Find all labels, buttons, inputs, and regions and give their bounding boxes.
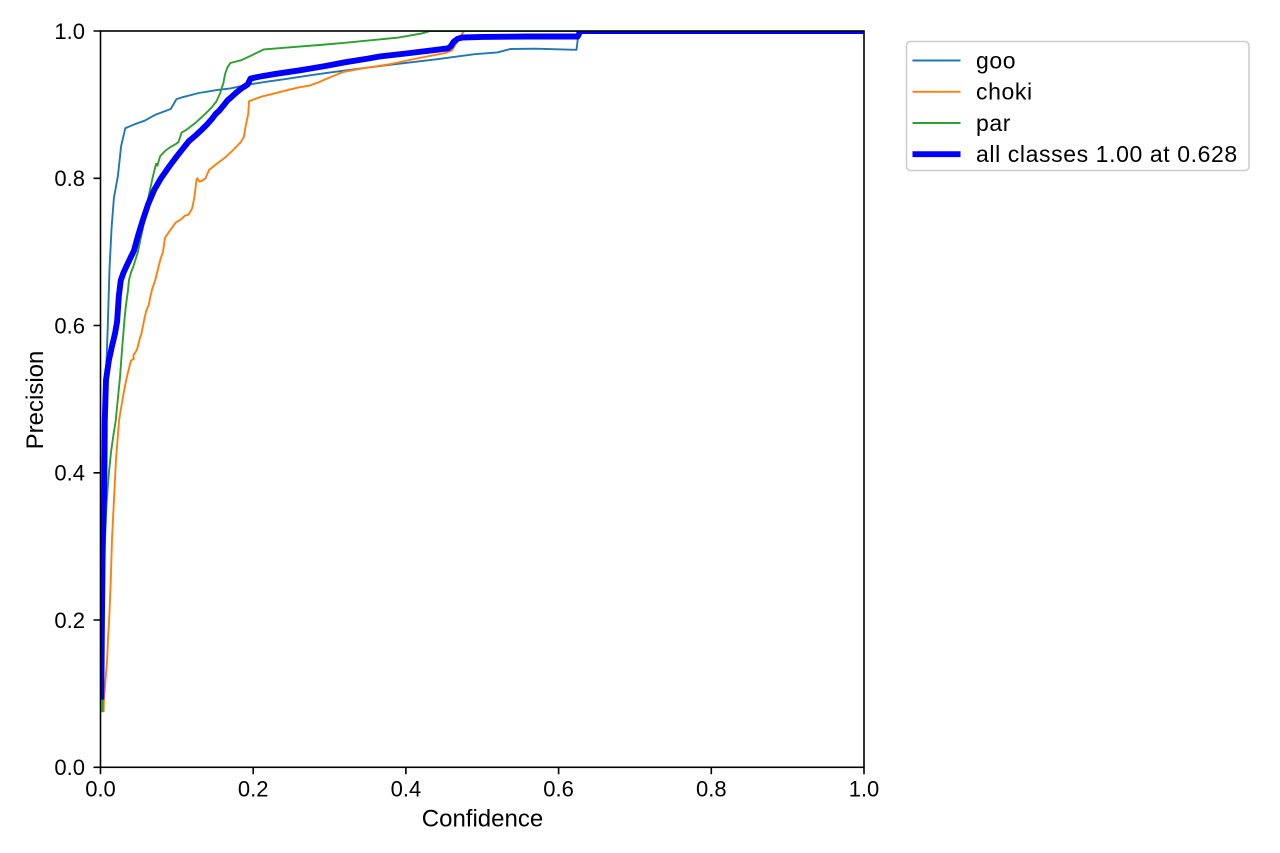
svg-text:0.2: 0.2 <box>238 777 269 802</box>
svg-text:0.8: 0.8 <box>54 166 85 191</box>
svg-text:1.0: 1.0 <box>54 19 85 44</box>
svg-text:Precision: Precision <box>22 351 49 450</box>
svg-text:1.0: 1.0 <box>849 777 880 802</box>
svg-text:all classes 1.00 at 0.628: all classes 1.00 at 0.628 <box>976 141 1238 167</box>
svg-text:0.2: 0.2 <box>54 608 85 633</box>
svg-text:0.0: 0.0 <box>54 755 85 780</box>
svg-text:0.4: 0.4 <box>54 461 85 486</box>
svg-text:0.8: 0.8 <box>696 777 727 802</box>
svg-text:0.4: 0.4 <box>391 777 422 802</box>
svg-text:0.6: 0.6 <box>54 313 85 338</box>
svg-text:Confidence: Confidence <box>422 806 543 833</box>
svg-text:0.6: 0.6 <box>543 777 574 802</box>
svg-text:par: par <box>976 110 1011 136</box>
svg-text:0.0: 0.0 <box>85 777 116 802</box>
svg-text:choki: choki <box>976 79 1033 105</box>
svg-text:goo: goo <box>976 47 1016 73</box>
